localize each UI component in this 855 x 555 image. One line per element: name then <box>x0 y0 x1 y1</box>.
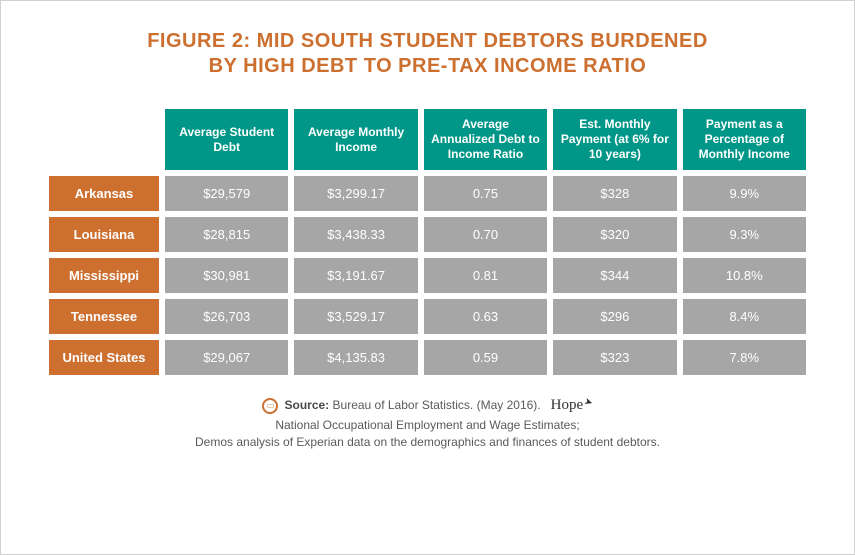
source-label: Source: <box>284 398 329 412</box>
table-cell: $3,191.67 <box>294 258 417 293</box>
table-cell: 0.70 <box>424 217 547 252</box>
table-row: Louisiana$28,815$3,438.330.70$3209.3% <box>49 217 806 252</box>
table-row: Mississippi$30,981$3,191.670.81$34410.8% <box>49 258 806 293</box>
table-cell: $323 <box>553 340 676 375</box>
hope-logo-text: Hope <box>551 395 584 417</box>
table-row: United States$29,067$4,135.830.59$3237.8… <box>49 340 806 375</box>
table-cell: 0.81 <box>424 258 547 293</box>
hope-logo-swoosh: ➤ <box>582 395 594 411</box>
footer-line-2: National Occupational Employment and Wag… <box>41 417 814 434</box>
hope-logo: Hope➤ <box>551 395 593 417</box>
source-text: Bureau of Labor Statistics. (May 2016). <box>333 398 541 412</box>
title-line-1: FIGURE 2: MID SOUTH STUDENT DEBTORS BURD… <box>41 29 814 54</box>
col-head-3: Est. Monthly Payment (at 6% for 10 years… <box>553 109 676 170</box>
figure-title: FIGURE 2: MID SOUTH STUDENT DEBTORS BURD… <box>1 1 854 85</box>
footer-source: Source: Bureau of Labor Statistics. (May… <box>284 397 540 414</box>
row-label: United States <box>49 340 159 375</box>
table-cell: $28,815 <box>165 217 288 252</box>
table-cell: 10.8% <box>683 258 806 293</box>
row-label: Louisiana <box>49 217 159 252</box>
table-cell: 9.9% <box>683 176 806 211</box>
title-line-2: BY HIGH DEBT TO PRE-TAX INCOME RATIO <box>41 54 814 79</box>
figure-footer: Source: Bureau of Labor Statistics. (May… <box>1 381 854 452</box>
row-label: Tennessee <box>49 299 159 334</box>
col-head-1: Average Monthly Income <box>294 109 417 170</box>
table-row: Arkansas$29,579$3,299.170.75$3289.9% <box>49 176 806 211</box>
data-table: Average Student Debt Average Monthly Inc… <box>43 103 812 381</box>
table-cell: $296 <box>553 299 676 334</box>
table-cell: 7.8% <box>683 340 806 375</box>
col-head-2: Average Annualized Debt to Income Ratio <box>424 109 547 170</box>
table-cell: $3,529.17 <box>294 299 417 334</box>
table-cell: $4,135.83 <box>294 340 417 375</box>
table-container: Average Student Debt Average Monthly Inc… <box>1 85 854 381</box>
header-spacer <box>49 109 159 170</box>
footer-line-1: Source: Bureau of Labor Statistics. (May… <box>262 395 592 417</box>
footer-line-3: Demos analysis of Experian data on the d… <box>41 434 814 451</box>
row-label: Mississippi <box>49 258 159 293</box>
col-head-0: Average Student Debt <box>165 109 288 170</box>
table-cell: $26,703 <box>165 299 288 334</box>
source-icon <box>262 398 278 414</box>
header-row: Average Student Debt Average Monthly Inc… <box>49 109 806 170</box>
row-label: Arkansas <box>49 176 159 211</box>
table-cell: $29,067 <box>165 340 288 375</box>
table-cell: $3,438.33 <box>294 217 417 252</box>
table-cell: 8.4% <box>683 299 806 334</box>
table-cell: $344 <box>553 258 676 293</box>
table-cell: 0.63 <box>424 299 547 334</box>
table-cell: $29,579 <box>165 176 288 211</box>
table-cell: $320 <box>553 217 676 252</box>
table-cell: $328 <box>553 176 676 211</box>
col-head-4: Payment as a Percentage of Monthly Incom… <box>683 109 806 170</box>
table-cell: 0.59 <box>424 340 547 375</box>
table-cell: $3,299.17 <box>294 176 417 211</box>
table-cell: 0.75 <box>424 176 547 211</box>
table-cell: 9.3% <box>683 217 806 252</box>
table-cell: $30,981 <box>165 258 288 293</box>
table-row: Tennessee$26,703$3,529.170.63$2968.4% <box>49 299 806 334</box>
table-body: Arkansas$29,579$3,299.170.75$3289.9% Loui… <box>49 176 806 375</box>
